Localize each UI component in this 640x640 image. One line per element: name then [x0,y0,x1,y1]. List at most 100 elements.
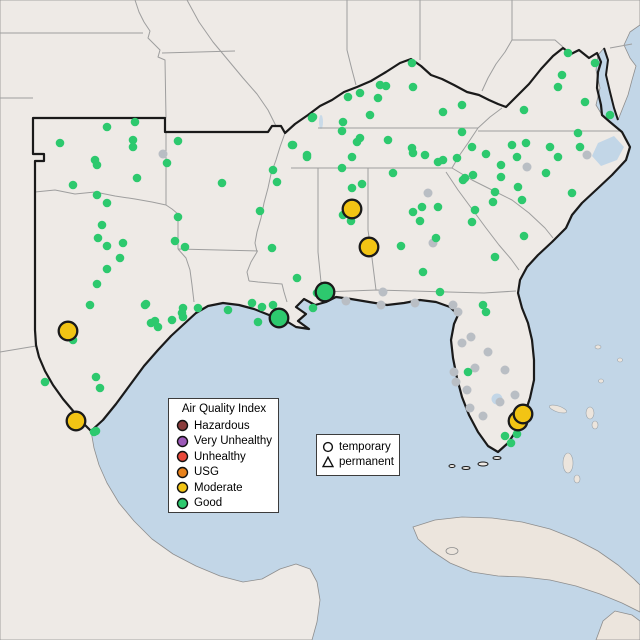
legend-aqi-item-usg: USG [176,465,272,481]
station-marker-good [452,153,462,163]
station-marker-gray [423,188,433,198]
station-marker-good [433,157,443,167]
station-marker-good [267,243,277,253]
cuba-landmass [412,516,640,613]
station-marker-good [217,178,227,188]
isla-juventud [445,547,459,555]
station-marker-good [388,168,398,178]
legend-aqi-item-good: Good [176,496,272,512]
station-marker-good [557,70,567,80]
station-marker-good [512,429,522,439]
station-marker-good [153,322,163,332]
legend-aqi: Air Quality Index Hazardous Very Unhealt… [168,398,279,513]
station-marker-good [85,300,95,310]
hazardous-swatch-icon [176,420,189,432]
legend-label: temporary [339,440,391,453]
station-marker-good [467,142,477,152]
station-marker-good [128,142,138,152]
station-marker-good [417,202,427,212]
legend-aqi-item-hazardous: Hazardous [176,418,272,434]
legend-label: Moderate [194,481,243,494]
station-marker-moderate-temporary [358,236,380,258]
station-marker-good [365,110,375,120]
legend-marker-item-permanent: permanent [322,454,394,469]
station-marker-good [167,315,177,325]
station-marker-good [467,217,477,227]
usg-swatch-icon [176,466,189,478]
station-marker-good [488,197,498,207]
station-marker-good [255,206,265,216]
station-marker-good [115,253,125,263]
station-marker-good [575,142,585,152]
station-marker-gray [451,377,461,387]
station-marker-good [435,287,445,297]
legend-label: permanent [339,455,394,468]
station-marker-good [102,241,112,251]
station-marker-gray [522,162,532,172]
station-marker-good [92,279,102,289]
station-marker-good [553,152,563,162]
station-marker-good [383,135,393,145]
station-marker-good [178,312,188,322]
station-marker-good [457,127,467,137]
station-marker-good [118,238,128,248]
station-marker-good [132,173,142,183]
station-marker-good [68,180,78,190]
station-marker-good [170,236,180,246]
legend-aqi-item-moderate: Moderate [176,480,272,496]
station-marker-good [481,149,491,159]
station-marker-good [355,88,365,98]
station-marker-good [433,202,443,212]
station-marker-gray [376,300,386,310]
station-marker-good [519,231,529,241]
legend-label: USG [194,466,219,479]
station-marker-good [605,110,615,120]
station-marker-good [130,117,140,127]
station-marker-good [40,377,50,387]
station-marker-good [415,216,425,226]
state-borders [0,0,633,353]
station-marker-good [468,170,478,180]
station-marker-gray [449,367,459,377]
station-marker-good-temporary [314,281,336,303]
station-marker-good [506,438,516,448]
station-marker-good [496,160,506,170]
station-marker-gray [465,403,475,413]
florida-keys [448,456,502,470]
station-marker-good-temporary [268,307,290,329]
station-marker-good [507,140,517,150]
station-marker-good [478,300,488,310]
station-marker-moderate-temporary [512,403,534,425]
station-marker-moderate-temporary [65,410,87,432]
station-marker-good [490,187,500,197]
station-marker-good [541,168,551,178]
moderate-swatch-icon [176,482,189,494]
station-marker-good [93,233,103,243]
station-marker-good [420,150,430,160]
station-marker-good [553,82,563,92]
station-marker-good [431,233,441,243]
station-marker-good [519,105,529,115]
station-marker-good [308,303,318,313]
station-marker-gray [466,332,476,342]
station-marker-gray [158,149,168,159]
legend-aqi-item-unhealthy: Unhealthy [176,449,272,465]
station-marker-good [438,107,448,117]
station-marker-good [302,152,312,162]
station-marker-gray [341,296,351,306]
station-marker-good [352,137,362,147]
caribbean-corner-landmass [595,610,640,640]
station-marker-good [496,172,506,182]
legend-aqi-item-very-unhealthy: Very Unhealthy [176,434,272,450]
station-marker-good [95,383,105,393]
stations-good-layer [40,48,615,448]
station-marker-good [347,183,357,193]
station-marker-good [307,113,317,123]
station-marker-gray [510,390,520,400]
station-marker-good [268,300,278,310]
station-marker-good [513,182,523,192]
station-marker-good [292,273,302,283]
region-boundary [31,46,632,454]
station-marker-good [178,303,188,313]
station-marker-good [180,242,190,252]
